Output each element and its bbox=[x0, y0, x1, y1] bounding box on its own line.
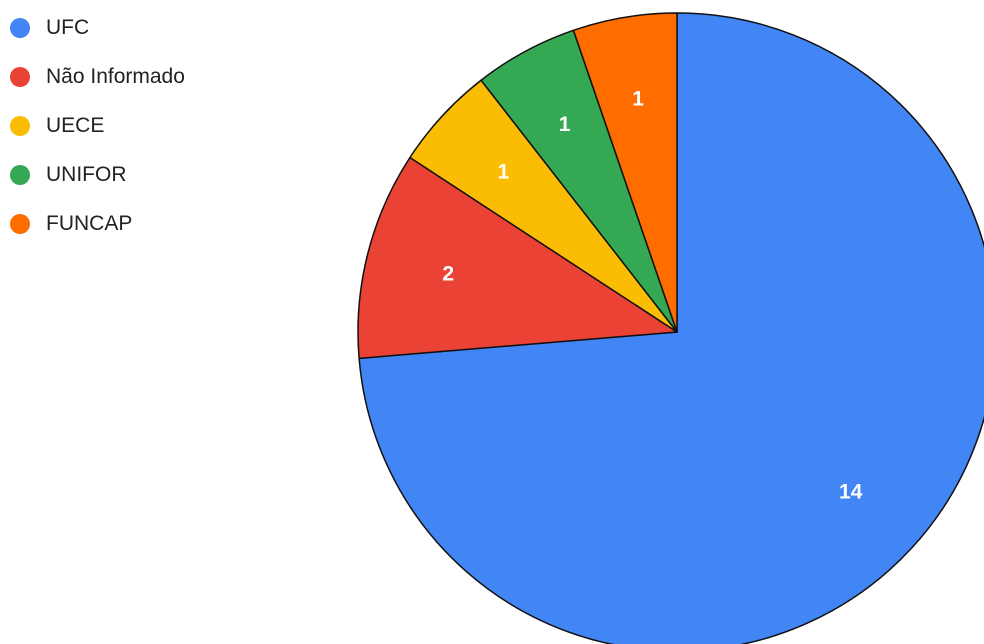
legend-label: Não Informado bbox=[46, 65, 185, 88]
legend-swatch bbox=[10, 67, 30, 87]
pie-slice[interactable] bbox=[357, 156, 678, 360]
legend-swatch bbox=[10, 18, 30, 38]
slice-data-label: 1 bbox=[632, 88, 644, 111]
legend-label: UECE bbox=[46, 114, 105, 137]
legend-item[interactable]: UFC bbox=[10, 16, 185, 40]
legend-item[interactable]: FUNCAP bbox=[10, 212, 185, 236]
pie-slice[interactable] bbox=[358, 12, 984, 644]
slice-data-label: 1 bbox=[559, 113, 571, 136]
chart-legend: UFC Não Informado UECE UNIFOR FUNCAP bbox=[10, 16, 185, 261]
legend-item[interactable]: UNIFOR bbox=[10, 163, 185, 187]
slice-data-label: 1 bbox=[497, 161, 509, 184]
legend-swatch bbox=[10, 214, 30, 234]
legend-label: UFC bbox=[46, 16, 90, 39]
pie-slice[interactable] bbox=[572, 12, 678, 333]
legend-label: UNIFOR bbox=[46, 163, 127, 186]
legend-item[interactable]: UECE bbox=[10, 114, 185, 138]
slice-data-label: 2 bbox=[442, 263, 454, 286]
legend-swatch bbox=[10, 116, 30, 136]
slice-data-label: 14 bbox=[839, 480, 863, 503]
legend-swatch bbox=[10, 165, 30, 185]
legend-item[interactable]: Não Informado bbox=[10, 65, 185, 89]
legend-label: FUNCAP bbox=[46, 212, 133, 235]
